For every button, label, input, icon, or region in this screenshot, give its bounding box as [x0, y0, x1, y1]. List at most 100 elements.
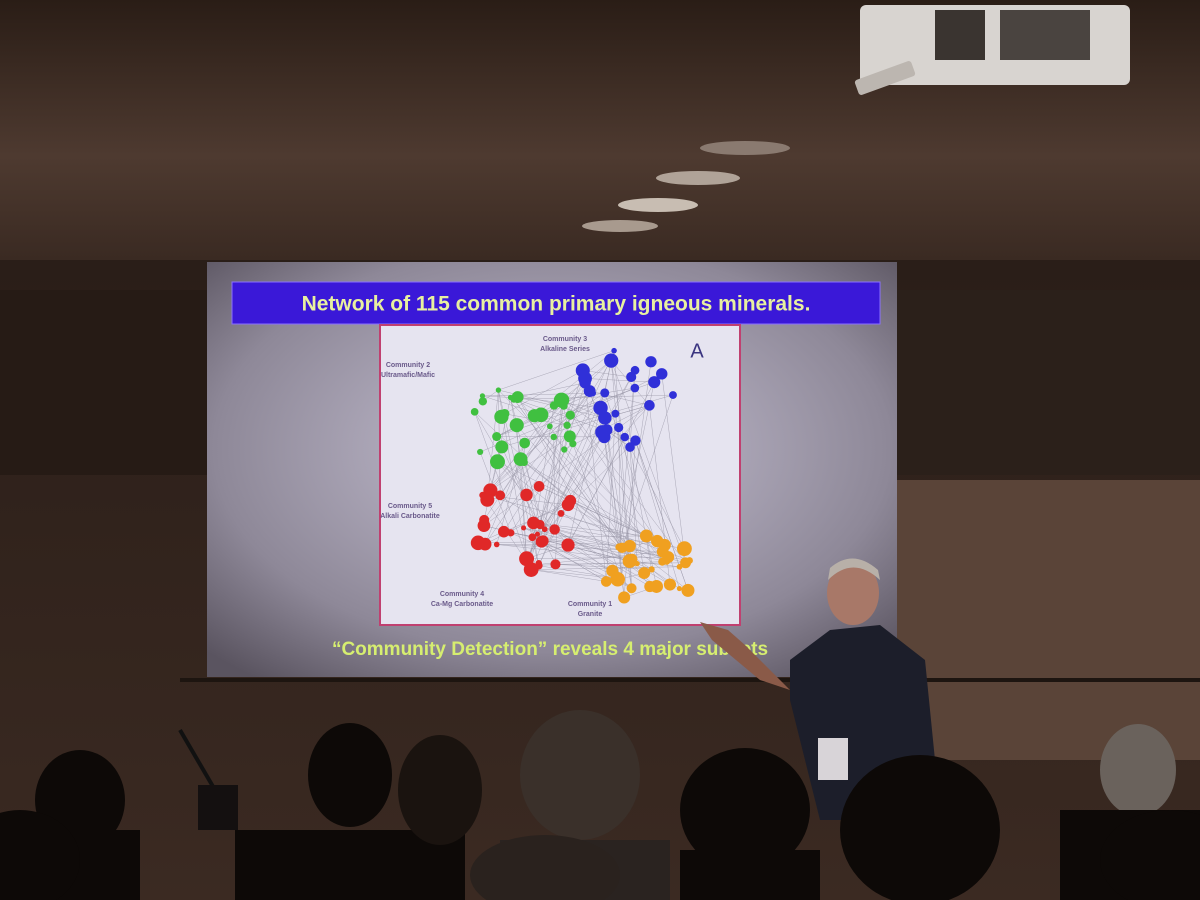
slide-title-bar — [231, 281, 881, 325]
node — [626, 371, 637, 383]
edge — [510, 392, 605, 533]
node — [493, 541, 500, 548]
node — [550, 559, 561, 570]
node — [561, 446, 568, 453]
node — [600, 388, 610, 398]
edge — [474, 411, 638, 564]
edge — [629, 370, 636, 448]
node — [620, 432, 629, 442]
wall-panel — [0, 290, 215, 475]
node — [479, 491, 487, 499]
edge — [510, 532, 667, 562]
edge — [487, 390, 499, 500]
community-name: Community 2 — [386, 362, 430, 369]
node — [618, 591, 631, 604]
edge — [539, 405, 564, 525]
network-graph — [470, 347, 695, 604]
node — [533, 481, 545, 492]
node — [656, 368, 668, 380]
edge — [611, 360, 650, 406]
edge — [554, 529, 657, 587]
edge — [661, 373, 686, 563]
community-subtitle: Granite — [578, 611, 603, 618]
node — [651, 534, 664, 548]
edge — [629, 447, 652, 570]
node — [644, 400, 655, 411]
node — [557, 509, 565, 517]
edge — [532, 535, 647, 538]
edge — [517, 396, 633, 560]
community-subtitle: Alkaline Series — [540, 346, 590, 353]
edge — [482, 395, 511, 398]
node — [583, 385, 596, 397]
edge — [585, 378, 655, 383]
edge — [496, 544, 633, 560]
node — [550, 433, 558, 441]
edge — [561, 399, 605, 419]
node — [479, 514, 490, 525]
node — [477, 448, 484, 456]
edge — [482, 494, 658, 542]
edge — [474, 411, 541, 525]
edge — [490, 490, 650, 587]
node — [601, 424, 613, 436]
edge — [572, 443, 622, 579]
edge — [526, 500, 571, 559]
edge — [498, 350, 615, 391]
edge — [516, 425, 623, 548]
node — [533, 407, 549, 423]
ceiling-lights — [582, 141, 790, 232]
community-name: Community 3 — [543, 336, 587, 343]
edge — [567, 394, 674, 426]
edge — [567, 350, 615, 546]
community-labels: Community 3 Alkaline Series Community 2 Ult… — [380, 336, 612, 618]
edge — [589, 390, 650, 406]
edge — [542, 399, 563, 541]
node — [479, 393, 486, 399]
edge — [562, 399, 686, 563]
node — [520, 488, 533, 502]
wall-panel — [895, 290, 1200, 475]
edge — [621, 394, 674, 548]
node — [611, 347, 617, 354]
node — [563, 421, 571, 429]
wall-lit — [895, 480, 1200, 760]
node — [521, 525, 527, 531]
node — [565, 410, 575, 420]
edge — [555, 564, 652, 570]
edge — [553, 378, 586, 438]
node — [490, 454, 505, 470]
node — [561, 498, 575, 512]
node — [510, 395, 518, 403]
node — [561, 538, 575, 552]
node — [625, 442, 635, 452]
edge — [555, 399, 563, 565]
speaker — [700, 558, 935, 820]
node — [600, 576, 612, 587]
edge — [613, 350, 630, 562]
node — [626, 583, 637, 594]
community-subtitle: Ca-Mg Carbonatite — [431, 601, 493, 608]
edge — [554, 529, 620, 548]
node — [614, 422, 624, 433]
node — [519, 437, 530, 449]
slide-title: Network of 115 common primary igneous mi… — [302, 293, 811, 316]
node — [498, 525, 510, 538]
node — [470, 535, 486, 551]
edge — [513, 394, 673, 400]
node — [537, 535, 549, 547]
edge — [474, 411, 532, 570]
node — [495, 440, 509, 454]
node — [535, 519, 545, 530]
node — [617, 575, 625, 583]
edge — [629, 446, 685, 549]
node — [676, 541, 692, 557]
edge — [561, 400, 669, 558]
node — [680, 557, 691, 569]
node — [492, 432, 502, 442]
edge — [531, 569, 607, 582]
edge — [646, 535, 657, 587]
edge — [520, 459, 527, 559]
stage-edge — [180, 678, 1200, 682]
